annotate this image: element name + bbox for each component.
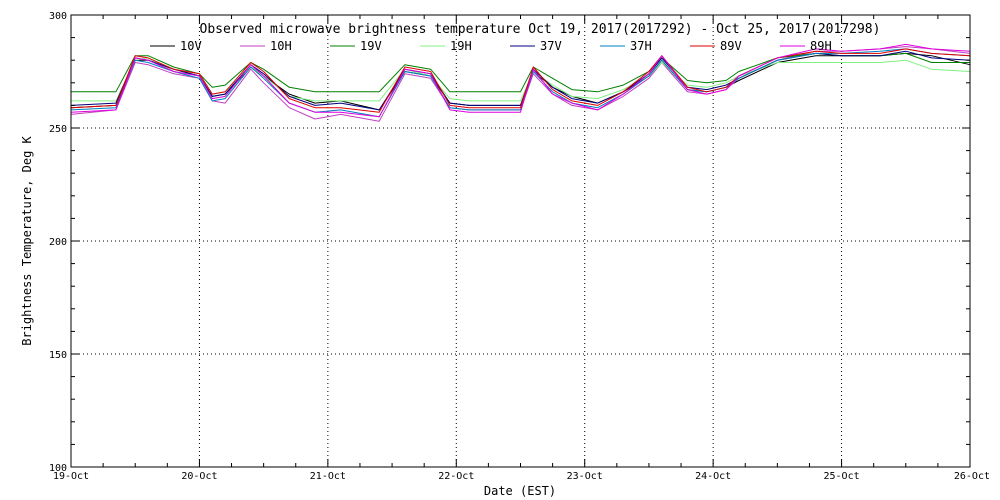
legend-label-19h: 19H (450, 39, 472, 53)
legend-label-19v: 19V (360, 39, 382, 53)
series-line-19v (71, 52, 970, 93)
y-tick-label: 200 (49, 237, 67, 248)
chart-title: Observed microwave brightness temperatur… (200, 22, 881, 37)
x-tick-label: 19-Oct (53, 471, 89, 482)
series-line-89h (70, 43, 971, 118)
legend-label-10h: 10H (270, 39, 292, 53)
legend: 10V 10H 19V 19H 37V 37H 89V 89H (150, 39, 832, 53)
legend-label-89h: 89H (810, 39, 832, 53)
legend-label-89v: 89V (720, 39, 742, 53)
y-tick-label: 100 (49, 463, 67, 474)
y-tick-label: 150 (49, 350, 67, 361)
x-tick-label: 21-Oct (310, 471, 346, 482)
legend-label-37h: 37H (630, 39, 652, 53)
x-tick-label: 25-Oct (824, 471, 860, 482)
x-tick-label: 24-Oct (695, 471, 731, 482)
legend-label-37v: 37V (540, 39, 562, 53)
grid-layer (71, 15, 970, 467)
legend-label-10v: 10V (180, 39, 202, 53)
series-line-37h (70, 48, 971, 118)
ticks-layer: 100 150 200 250 300 19-Oct 20-Oct 21-Oct 22-Oct 2… (49, 11, 990, 482)
x-tick-label: 20-Oct (181, 471, 217, 482)
y-axis-label: Brightness Temperature, Deg K (20, 135, 34, 345)
x-tick-label: 26-Oct (954, 471, 990, 482)
y-tick-label: 250 (49, 124, 67, 135)
series-layer (70, 43, 971, 122)
y-tick-label: 300 (49, 11, 67, 22)
x-axis-label: Date (EST) (484, 484, 556, 498)
x-tick-label: 22-Oct (438, 471, 474, 482)
series-line-19h (71, 57, 971, 102)
x-tick-label: 23-Oct (567, 471, 603, 482)
series-line-10v (70, 52, 971, 111)
